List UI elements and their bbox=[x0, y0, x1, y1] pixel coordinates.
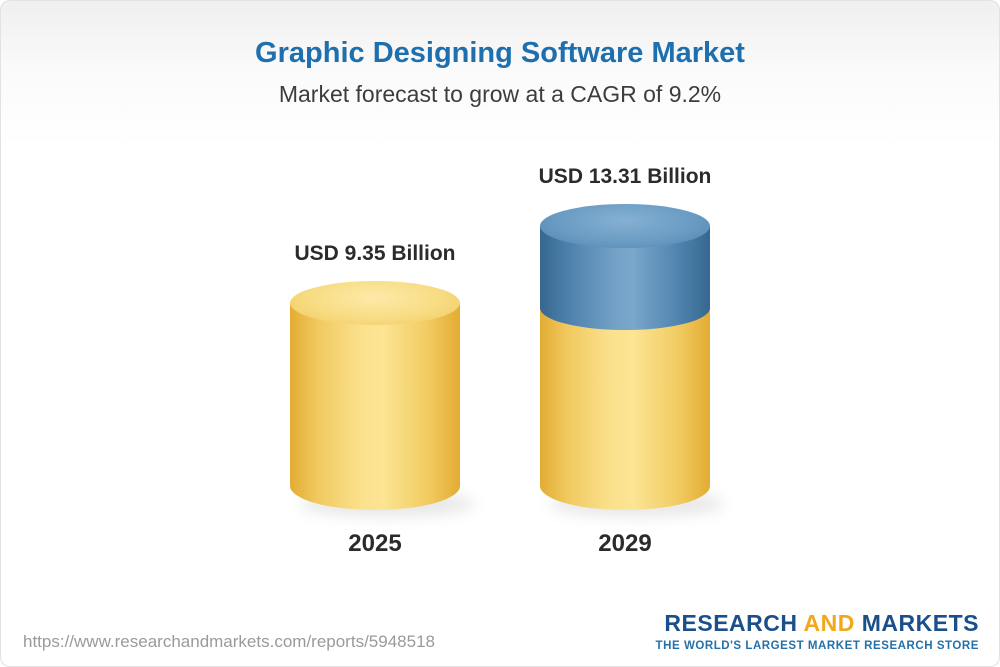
cylinder-2029 bbox=[540, 204, 710, 510]
category-label-2025: 2025 bbox=[348, 530, 402, 557]
chart-header: Graphic Designing Software Market Market… bbox=[1, 1, 999, 109]
category-label-2029: 2029 bbox=[598, 530, 652, 557]
report-url-link[interactable]: https://www.researchandmarkets.com/repor… bbox=[23, 632, 435, 651]
bar-group-2029: USD 13.31 Billion 2029 bbox=[538, 165, 712, 558]
logo-tagline: THE WORLD'S LARGEST MARKET RESEARCH STOR… bbox=[655, 640, 979, 652]
cylinder-2025 bbox=[290, 281, 460, 510]
chart-title: Graphic Designing Software Market bbox=[255, 37, 745, 69]
researchandmarkets-logo: RESEARCH AND MARKETS THE WORLD'S LARGEST… bbox=[656, 610, 979, 652]
logo-wordmark: RESEARCH AND MARKETS bbox=[656, 610, 979, 637]
value-label-2025: USD 9.35 Billion bbox=[294, 242, 456, 265]
bar-group-2025: USD 9.35 Billion 2025 bbox=[290, 242, 460, 558]
logo-word-markets: MARKETS bbox=[861, 610, 979, 636]
value-label-2029: USD 13.31 Billion bbox=[538, 165, 712, 188]
footer: https://www.researchandmarkets.com/repor… bbox=[1, 610, 999, 652]
bar-chart: USD 9.35 Billion 2025 USD 13.31 Billion … bbox=[1, 165, 999, 558]
cylinder-2025-body bbox=[290, 303, 460, 510]
logo-word-research: RESEARCH bbox=[664, 610, 798, 636]
cylinder-2025-top-face bbox=[290, 281, 460, 325]
logo-word-and: AND bbox=[803, 610, 855, 636]
cylinder-2029-top-face bbox=[540, 204, 710, 248]
chart-subtitle: Market forecast to grow at a CAGR of 9.2… bbox=[278, 81, 722, 107]
